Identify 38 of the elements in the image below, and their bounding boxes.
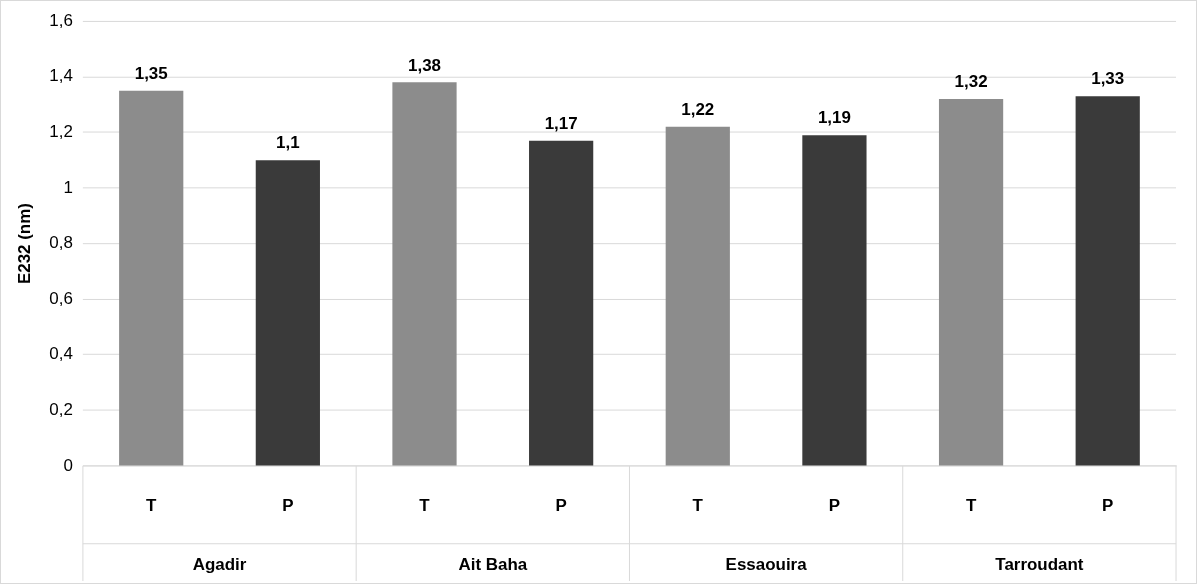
text: Ait Baha <box>458 555 528 575</box>
data-label: 1,19 <box>817 108 851 128</box>
y-tick-label: 0 <box>63 455 73 475</box>
y-tick-label: 1,6 <box>49 10 73 30</box>
y-tick-label: 0,4 <box>49 344 73 364</box>
x-tick-label: P <box>555 495 567 515</box>
data-label: 1,32 <box>954 72 988 92</box>
bar <box>255 160 320 466</box>
x-tick-label: T <box>965 495 977 515</box>
bar <box>392 82 457 466</box>
y-tick-label: 0,8 <box>49 233 73 253</box>
data-label: 1,35 <box>134 63 168 83</box>
data-label: 1,38 <box>408 55 441 75</box>
x-tick-label: P <box>282 495 294 515</box>
y-tick-label: 1 <box>63 177 73 197</box>
bar <box>665 126 730 466</box>
bar <box>938 98 1004 466</box>
bar <box>529 140 594 466</box>
text: Tarroudant <box>995 555 1084 575</box>
text: Essaouira <box>725 555 808 575</box>
data-label: 1,22 <box>681 100 715 120</box>
data-label: 1,1 <box>276 133 300 153</box>
y-tick-label: 1,4 <box>49 66 73 86</box>
x-tick-label: P <box>828 495 841 515</box>
data-label: 1,33 <box>1091 69 1125 89</box>
data-label: 1,17 <box>544 113 578 133</box>
y-tick-label: 0,6 <box>49 288 73 308</box>
bar <box>119 90 184 466</box>
y-axis-title: E232 (nm) <box>14 203 34 285</box>
x-tick-label: T <box>692 495 704 515</box>
y-tick-label: 0,2 <box>49 400 73 420</box>
x-tick-label: T <box>419 495 431 515</box>
x-tick-label: T <box>146 495 158 515</box>
y-tick-label: 1,2 <box>49 122 73 142</box>
text: Agadir <box>192 555 247 575</box>
bar <box>802 135 867 466</box>
bar <box>1075 96 1140 466</box>
x-tick-label: P <box>1102 495 1114 515</box>
